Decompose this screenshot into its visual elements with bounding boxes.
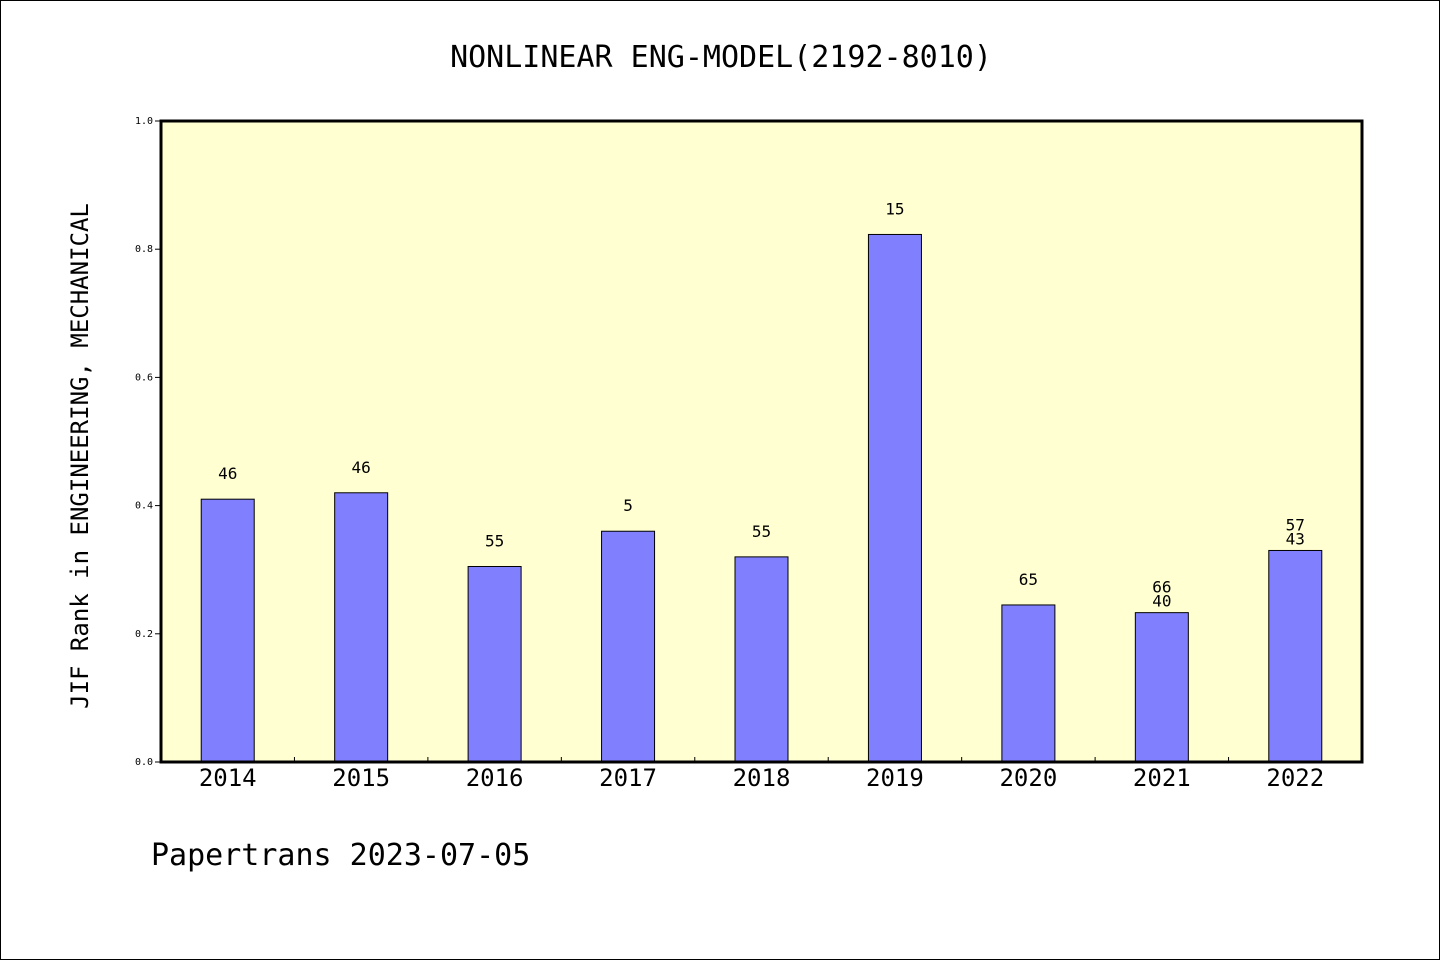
footer-credit: Papertrans 2023-07-05	[151, 838, 530, 873]
data-label: 55	[485, 531, 504, 550]
data-label: 43	[1286, 529, 1305, 548]
chart-title: NONLINEAR ENG-MODEL(2192-8010)	[450, 40, 992, 75]
y-axis-ticks: 0.0 0.2 0.4 0.6 0.8 1.0	[135, 116, 161, 768]
x-axis-ticks: 2014 2015 2016 2017 2018 2019 2020 2021 2022	[199, 757, 1324, 792]
bar-2021	[1134, 612, 1189, 763]
x-tick-label: 2017	[599, 764, 657, 792]
y-tick-label: 0.2	[135, 629, 153, 640]
x-tick-label: 2016	[466, 764, 524, 792]
bar-2022	[1268, 549, 1323, 763]
x-tick-label: 2021	[1133, 764, 1191, 792]
x-tick-label: 2019	[866, 764, 924, 792]
data-label: 5	[623, 496, 633, 515]
bar-2018	[734, 556, 789, 763]
y-tick-label: 0.4	[135, 501, 153, 512]
data-label: 66	[1152, 578, 1171, 597]
data-label: 55	[752, 522, 771, 541]
bar-2016	[467, 565, 522, 763]
bar-2015	[334, 492, 389, 763]
y-tick-label: 1.0	[135, 116, 153, 127]
y-tick-label: 0.6	[135, 372, 153, 383]
bar-2019	[867, 233, 922, 763]
x-tick-label: 2020	[999, 764, 1057, 792]
bar-2017	[601, 530, 656, 763]
bar-2014	[200, 498, 255, 763]
y-axis-label: JIF Rank in ENGINEERING, MECHANICAL	[66, 203, 94, 709]
data-label: 65	[1019, 570, 1038, 589]
x-tick-label: 2014	[199, 764, 257, 792]
data-label: 46	[352, 458, 371, 477]
plot-border	[159, 119, 1364, 764]
x-tick-label: 2018	[733, 764, 791, 792]
x-tick-label: 2015	[332, 764, 390, 792]
y-tick-label: 0.8	[135, 244, 153, 255]
data-label: 46	[218, 464, 237, 483]
data-label: 57	[1286, 515, 1305, 534]
bar-2020	[1001, 604, 1056, 763]
bars	[200, 233, 1323, 763]
x-tick-label: 2022	[1266, 764, 1324, 792]
data-label: 15	[885, 199, 904, 218]
data-label: 40	[1152, 592, 1171, 611]
y-tick-label: 0.0	[135, 757, 153, 768]
